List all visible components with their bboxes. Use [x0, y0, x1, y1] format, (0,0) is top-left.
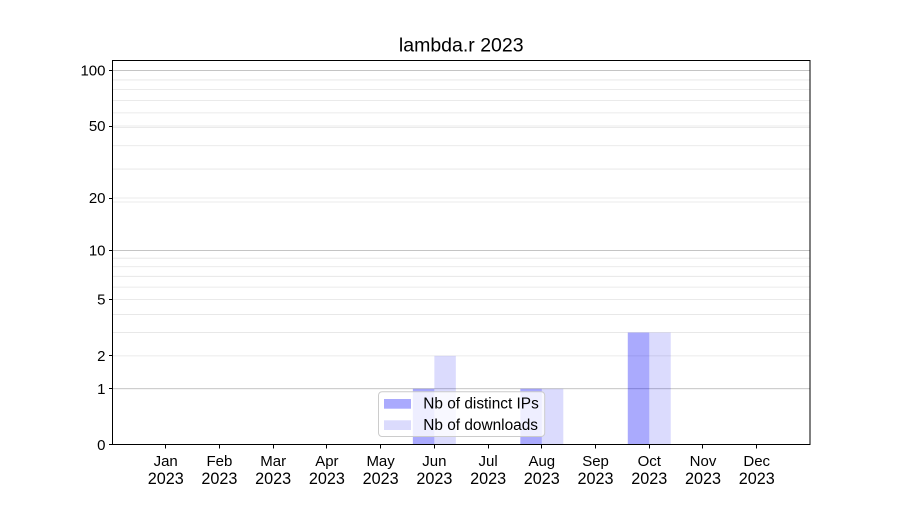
svg-text:1: 1 — [97, 381, 105, 398]
svg-text:Apr: Apr — [315, 453, 338, 470]
svg-text:Nb of distinct IPs: Nb of distinct IPs — [423, 396, 539, 413]
svg-text:Nov: Nov — [690, 453, 717, 470]
svg-text:2023: 2023 — [578, 470, 614, 488]
svg-text:lambda.r 2023: lambda.r 2023 — [399, 35, 524, 57]
svg-text:100: 100 — [80, 63, 105, 80]
svg-text:Dec: Dec — [743, 453, 770, 470]
svg-text:Oct: Oct — [638, 453, 662, 470]
svg-text:Aug: Aug — [528, 453, 555, 470]
svg-text:Feb: Feb — [207, 453, 233, 470]
svg-text:Mar: Mar — [260, 453, 286, 470]
svg-text:2023: 2023 — [148, 470, 184, 488]
svg-text:2023: 2023 — [363, 470, 399, 488]
svg-text:2023: 2023 — [201, 470, 237, 488]
svg-text:Jan: Jan — [154, 453, 178, 470]
svg-text:2023: 2023 — [470, 470, 506, 488]
svg-text:Nb of downloads: Nb of downloads — [423, 417, 538, 434]
svg-text:Jun: Jun — [422, 453, 446, 470]
svg-text:2023: 2023 — [631, 470, 667, 488]
svg-text:2023: 2023 — [416, 470, 452, 488]
svg-text:5: 5 — [97, 292, 105, 309]
svg-text:50: 50 — [89, 118, 106, 135]
svg-text:10: 10 — [89, 243, 106, 260]
svg-text:May: May — [366, 453, 395, 470]
svg-text:Jul: Jul — [478, 453, 497, 470]
svg-text:2023: 2023 — [255, 470, 291, 488]
svg-text:2023: 2023 — [524, 470, 560, 488]
svg-text:2023: 2023 — [309, 470, 345, 488]
svg-text:20: 20 — [89, 190, 106, 207]
svg-text:Sep: Sep — [582, 453, 609, 470]
svg-text:2023: 2023 — [685, 470, 721, 488]
svg-text:0: 0 — [97, 437, 105, 454]
svg-text:2023: 2023 — [739, 470, 775, 488]
svg-text:2: 2 — [97, 348, 105, 365]
